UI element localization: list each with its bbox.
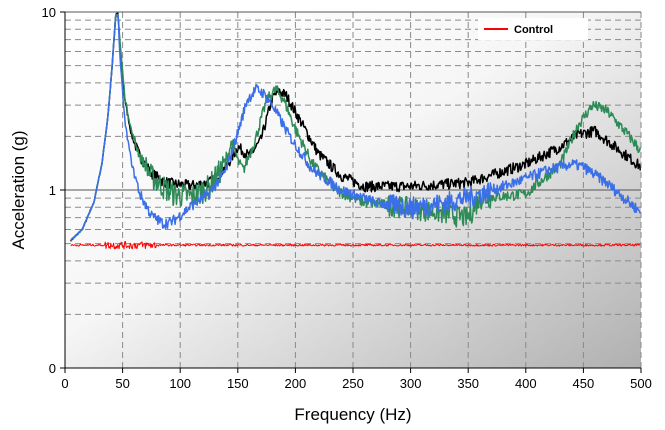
x-tick-label: 0 xyxy=(61,376,68,391)
x-tick-label: 450 xyxy=(573,376,595,391)
x-tick-label: 500 xyxy=(630,376,652,391)
y-axis-title: Acceleration (g) xyxy=(9,130,28,249)
axes: 0 50 100 150 200 250 300 350 400 450 500 0 1 10 xyxy=(42,5,652,391)
x-tick-label: 200 xyxy=(285,376,307,391)
legend-box xyxy=(478,18,588,40)
legend-label-control: Control xyxy=(514,24,553,36)
green-response-line xyxy=(70,13,642,241)
x-tick-label: 100 xyxy=(169,376,191,391)
y-tick-label: 10 xyxy=(42,5,56,20)
series-lines xyxy=(70,12,642,250)
y-tick-label: 1 xyxy=(49,183,56,198)
x-tick-label: 350 xyxy=(457,376,479,391)
x-axis-title: Frequency (Hz) xyxy=(294,405,411,424)
legend: Control xyxy=(478,18,588,40)
x-tick-label: 300 xyxy=(400,376,422,391)
control-line xyxy=(70,240,641,250)
x-tick-label: 150 xyxy=(227,376,249,391)
y-tick-label: 0 xyxy=(49,361,56,376)
blue-response-line xyxy=(70,13,641,241)
x-tick-label: 50 xyxy=(115,376,129,391)
x-tick-label: 400 xyxy=(515,376,537,391)
x-tick-label: 250 xyxy=(342,376,364,391)
